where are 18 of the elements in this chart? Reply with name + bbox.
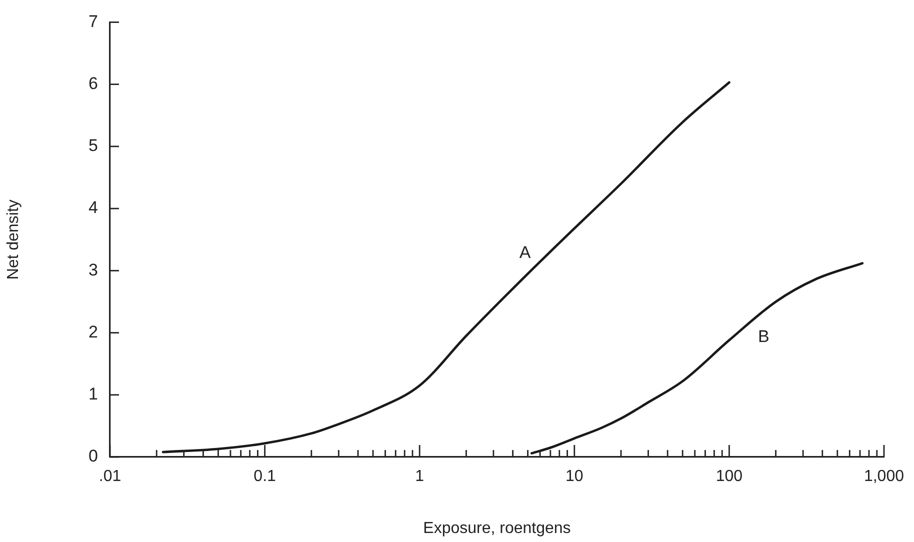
x-tick-label: 1	[415, 468, 424, 486]
x-tick-label: .01	[98, 468, 122, 486]
y-tick-label: 3	[88, 260, 98, 280]
x-tick-label: 0.1	[254, 468, 276, 486]
x-tick-label: 1,000	[864, 468, 904, 486]
y-axis-title: Net density	[5, 200, 22, 280]
y-tick-label: 5	[88, 136, 98, 156]
y-tick-label: 7	[88, 12, 98, 31]
y-tick-label: 1	[88, 384, 98, 404]
y-tick-label: 2	[88, 322, 98, 342]
y-tick-label: 6	[88, 74, 98, 93]
series-label: A	[519, 242, 532, 262]
y-tick-label: 0	[88, 446, 98, 466]
series-label: B	[758, 326, 770, 346]
x-tick-label: 10	[565, 468, 584, 486]
y-tick-label: 4	[88, 198, 98, 218]
x-tick-label: 100	[716, 468, 743, 486]
x-axis-title: Exposure, roentgens	[423, 520, 571, 537]
